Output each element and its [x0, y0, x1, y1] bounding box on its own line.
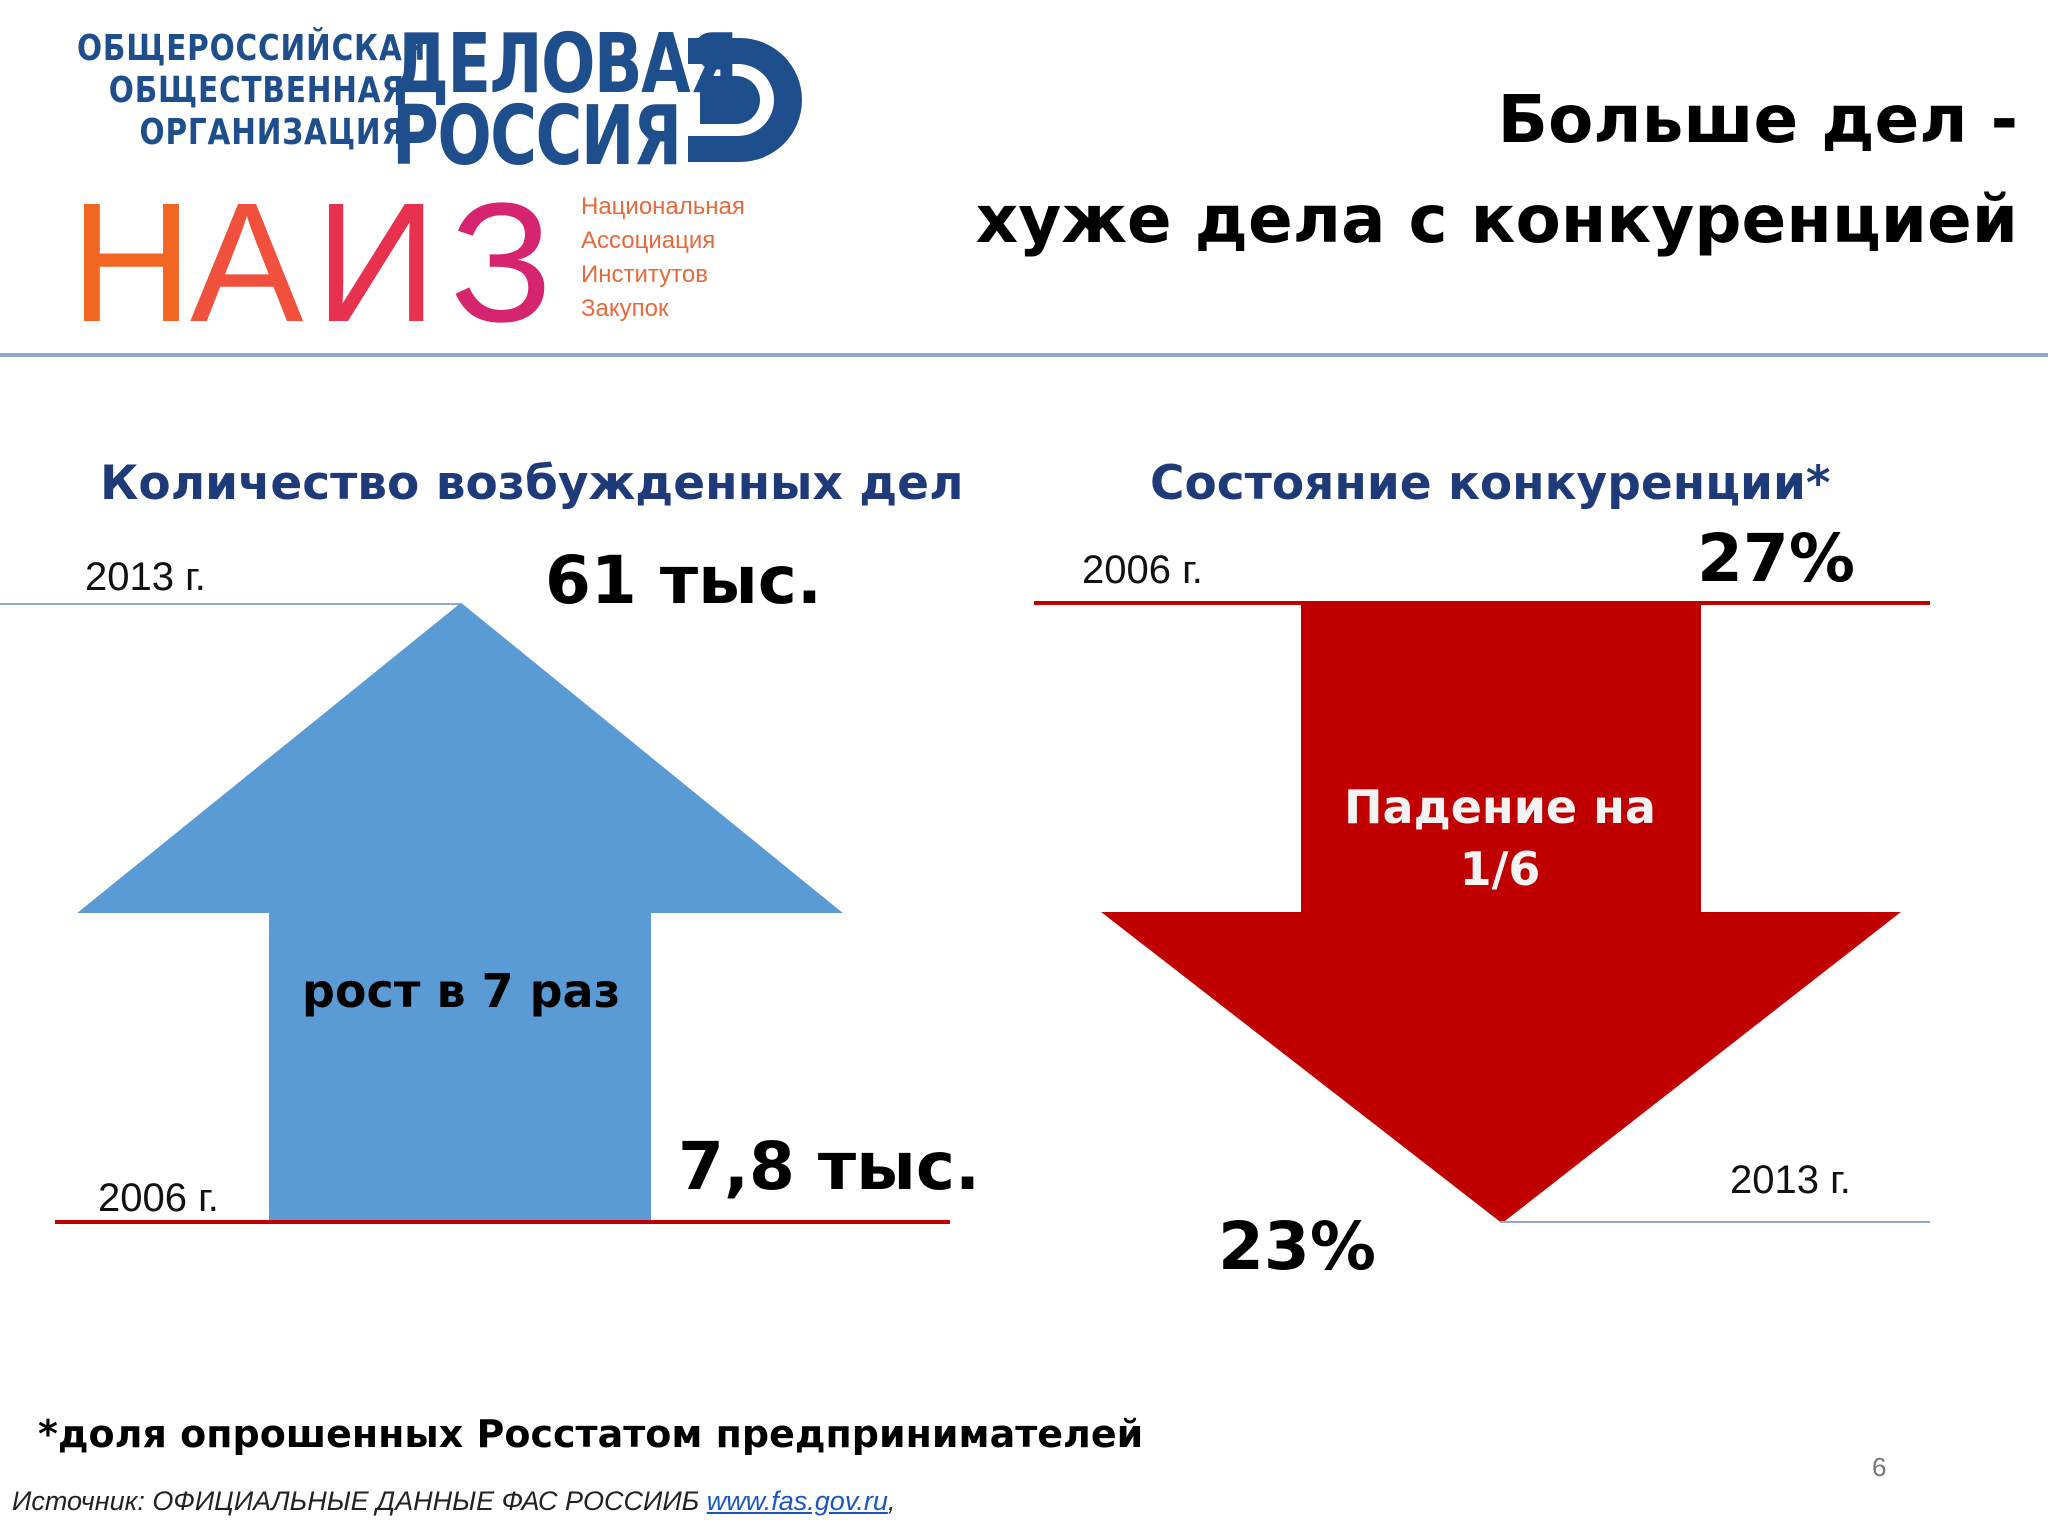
naiz-letter-a: А: [190, 168, 304, 358]
growth-arrow-graphic: [0, 602, 950, 1224]
left-bottom-value: 7,8 тыс.: [678, 1128, 981, 1205]
footnote: *доля опрошенных Росстатом предпринимате…: [38, 1412, 1144, 1456]
slide-title: Больше дел - хуже дела с конкуренцией: [976, 70, 2018, 270]
right-top-year: 2006 г.: [1082, 548, 1203, 592]
header-divider: [0, 353, 2048, 357]
logo-org-line-2: ОБЩЕСТВЕННАЯ: [108, 70, 405, 111]
right-bottom-year: 2013 г.: [1730, 1158, 1851, 1202]
right-panel-heading: Состояние конкуренции*: [1150, 456, 1831, 511]
decline-arrow-label: Падение на 1/6: [1310, 776, 1690, 900]
decline-arrow-label-line-2: 1/6: [1459, 842, 1541, 896]
source-note: Источник: ОФИЦИАЛЬНЫЕ ДАННЫЕ ФАС РОССИИБ…: [12, 1486, 895, 1517]
decline-arrow-down: [1101, 602, 1901, 1224]
logo-name-line-2: РОССИЯ: [392, 89, 682, 184]
left-top-year: 2013 г.: [85, 555, 206, 599]
logo-org-line-1: ОБЩЕРОССИЙСКАЯ: [77, 28, 427, 69]
logo-delovaya-rossiya: ОБЩЕРОССИЙСКАЯ ОБЩЕСТВЕННАЯ ОРГАНИЗАЦИЯ …: [30, 17, 802, 184]
left-panel-heading: Количество возбужденных дел: [100, 456, 964, 511]
delovaya-d-emblem-icon: [688, 38, 802, 162]
naiz-letter-z: З: [450, 168, 553, 358]
page-number: 6: [1872, 1452, 1887, 1482]
naiz-side-line-1: Национальная: [581, 193, 745, 220]
logo-name-line-1: ДЕЛОВАЯ: [392, 17, 738, 112]
right-top-value: 27%: [1697, 520, 1855, 597]
growth-arrow-label: рост в 7 раз: [302, 964, 621, 1018]
source-link[interactable]: www.fas.gov.ru: [706, 1486, 888, 1516]
naiz-letter-i: И: [315, 168, 438, 358]
slide-title-line-1: Больше дел -: [1497, 81, 2018, 158]
source-suffix: ,: [887, 1486, 896, 1516]
right-bottom-value: 23%: [1218, 1208, 1376, 1285]
left-top-value: 61 тыс.: [545, 542, 822, 619]
slide-title-line-2: хуже дела с конкуренцией: [975, 181, 2018, 258]
naiz-letter-n: Н: [70, 168, 193, 358]
source-prefix: Источник: ОФИЦИАЛЬНЫЕ ДАННЫЕ ФАС РОССИИБ: [12, 1486, 707, 1516]
logo-naiz: Н А И З Национальная Ассоциация Институт…: [70, 178, 770, 348]
naiz-side-line-4: Закупок: [581, 295, 669, 322]
left-bottom-year: 2006 г.: [98, 1176, 219, 1220]
naiz-side-line-3: Институтов: [581, 261, 708, 288]
decline-arrow-graphic: [1034, 601, 1930, 1224]
naiz-side-line-2: Ассоциация: [581, 227, 716, 254]
decline-arrow-label-line-1: Падение на: [1344, 780, 1656, 834]
logo-org-line-3: ОРГАНИЗАЦИЯ: [139, 112, 405, 153]
